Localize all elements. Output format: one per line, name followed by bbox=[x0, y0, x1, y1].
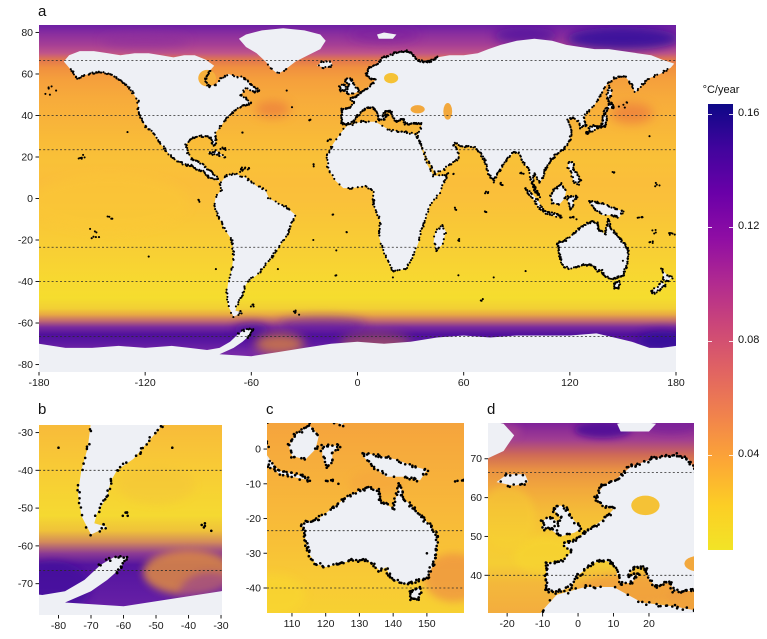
colorbar-tick-label: 0.04 bbox=[738, 448, 760, 460]
svg-text:-60: -60 bbox=[18, 318, 33, 330]
black-sea bbox=[410, 105, 425, 114]
svg-text:-10: -10 bbox=[535, 618, 550, 630]
colorbar-gradient bbox=[708, 104, 733, 550]
colorbar-tick-label: 0.08 bbox=[738, 334, 760, 346]
svg-text:-20: -20 bbox=[246, 513, 261, 525]
svg-text:40: 40 bbox=[21, 110, 33, 122]
svg-text:-20: -20 bbox=[500, 618, 515, 630]
station-dots-layer bbox=[57, 425, 213, 575]
panel-d-map bbox=[488, 423, 694, 613]
latitude-gridlines bbox=[488, 471, 694, 576]
panel-c-label: c bbox=[266, 401, 274, 418]
svg-text:110: 110 bbox=[284, 618, 301, 630]
svg-text:-10: -10 bbox=[246, 478, 261, 490]
svg-text:10: 10 bbox=[608, 618, 620, 630]
panel-c-axes: 0 -10 -20 -30 -40 110 120 130 140 150 bbox=[246, 444, 436, 630]
colorbar-tick-mark bbox=[708, 114, 712, 115]
panel-d-axes: 70 60 50 40 -20 -10 0 10 20 bbox=[470, 453, 655, 630]
colorbar-tick-mark bbox=[708, 227, 712, 228]
svg-text:-40: -40 bbox=[18, 465, 33, 477]
baltic-sea bbox=[631, 495, 660, 516]
svg-text:-30: -30 bbox=[213, 620, 228, 632]
svg-text:-70: -70 bbox=[18, 578, 33, 590]
svg-text:60: 60 bbox=[21, 68, 33, 80]
svg-text:-50: -50 bbox=[148, 620, 163, 632]
svg-text:20: 20 bbox=[643, 618, 655, 630]
svg-text:60: 60 bbox=[458, 377, 470, 389]
svg-text:180: 180 bbox=[667, 377, 685, 389]
landmass-layer bbox=[39, 28, 676, 372]
svg-text:-80: -80 bbox=[51, 620, 66, 632]
panel-a-axes: 80 60 40 20 0 -20 -40 -60 -80 -180 -120 -60 0 60 120 18… bbox=[18, 27, 685, 389]
colorbar-tick-label: 0.12 bbox=[738, 220, 760, 232]
svg-text:-60: -60 bbox=[18, 540, 33, 552]
svg-text:-70: -70 bbox=[83, 620, 98, 632]
svg-text:60: 60 bbox=[470, 492, 482, 504]
caspian-sea bbox=[443, 103, 453, 120]
svg-text:-30: -30 bbox=[246, 548, 261, 560]
colorbar: °C/year 0.16 0.12 0.08 0.04 bbox=[696, 84, 767, 564]
station-dots-layer bbox=[499, 452, 694, 613]
panel-d-label: d bbox=[487, 401, 496, 418]
svg-text:120: 120 bbox=[561, 377, 579, 389]
svg-text:-50: -50 bbox=[18, 503, 33, 515]
svg-text:80: 80 bbox=[21, 27, 33, 39]
panel-b-axes: -30 -40 -50 -60 -70 -80 -70 -60 -50 -40 -30 bbox=[18, 427, 229, 632]
colorbar-tick-mark bbox=[708, 341, 712, 342]
svg-text:-120: -120 bbox=[135, 377, 156, 389]
colorbar-tick-mark bbox=[729, 114, 733, 115]
svg-text:0: 0 bbox=[355, 377, 361, 389]
svg-text:-60: -60 bbox=[116, 620, 131, 632]
svg-text:-60: -60 bbox=[244, 377, 259, 389]
station-dots-layer bbox=[44, 49, 676, 340]
black-sea bbox=[684, 556, 694, 572]
colorbar-tick-mark bbox=[729, 227, 733, 228]
landmass-layer bbox=[488, 423, 694, 613]
station-dots-layer bbox=[267, 423, 464, 602]
svg-text:-80: -80 bbox=[18, 359, 33, 371]
colorbar-tick-mark bbox=[708, 455, 712, 456]
svg-text:120: 120 bbox=[317, 618, 335, 630]
svg-text:-180: -180 bbox=[28, 377, 49, 389]
svg-text:0: 0 bbox=[575, 618, 581, 630]
svg-text:0: 0 bbox=[255, 444, 261, 456]
svg-text:-40: -40 bbox=[246, 582, 261, 594]
svg-text:40: 40 bbox=[470, 570, 482, 582]
panel-c-map bbox=[267, 423, 464, 613]
svg-text:20: 20 bbox=[21, 151, 33, 163]
svg-text:130: 130 bbox=[351, 618, 369, 630]
svg-text:-40: -40 bbox=[181, 620, 196, 632]
panel-b-map bbox=[39, 425, 222, 615]
svg-text:-30: -30 bbox=[18, 427, 33, 439]
panel-a-map bbox=[39, 25, 676, 372]
heat-blobs-layer bbox=[39, 466, 222, 615]
baltic-sea bbox=[384, 72, 399, 84]
latitude-gridlines bbox=[39, 469, 222, 571]
svg-text:150: 150 bbox=[418, 618, 436, 630]
svg-text:-20: -20 bbox=[18, 235, 33, 247]
svg-text:70: 70 bbox=[470, 453, 482, 465]
colorbar-tick-label: 0.16 bbox=[738, 107, 760, 119]
svg-text:0: 0 bbox=[27, 193, 33, 205]
latitude-gridlines bbox=[39, 60, 676, 337]
panel-b-label: b bbox=[38, 401, 47, 418]
colorbar-tick-mark bbox=[729, 455, 733, 456]
latitude-gridlines bbox=[267, 530, 464, 589]
panel-a-label: a bbox=[38, 3, 47, 20]
colorbar-title: °C/year bbox=[702, 84, 740, 96]
colorbar-tick-mark bbox=[729, 341, 733, 342]
svg-text:-40: -40 bbox=[18, 276, 33, 288]
svg-text:140: 140 bbox=[384, 618, 402, 630]
svg-text:50: 50 bbox=[470, 531, 482, 543]
